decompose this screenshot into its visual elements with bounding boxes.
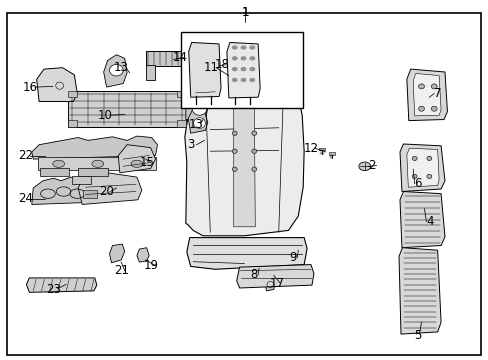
Ellipse shape bbox=[251, 131, 256, 135]
Text: 13: 13 bbox=[189, 118, 203, 131]
Ellipse shape bbox=[193, 118, 205, 129]
Polygon shape bbox=[406, 148, 438, 187]
Text: 1: 1 bbox=[241, 6, 249, 19]
Text: 19: 19 bbox=[144, 259, 159, 272]
Bar bbox=[145, 65, 154, 80]
Text: 18: 18 bbox=[214, 58, 229, 71]
Ellipse shape bbox=[240, 56, 246, 60]
Text: 24: 24 bbox=[18, 192, 33, 205]
Text: 7: 7 bbox=[433, 87, 441, 100]
Ellipse shape bbox=[232, 149, 237, 153]
Polygon shape bbox=[406, 69, 447, 121]
Text: 22: 22 bbox=[18, 149, 33, 162]
Bar bbox=[78, 168, 107, 176]
Ellipse shape bbox=[251, 149, 256, 153]
Bar bbox=[181, 32, 303, 108]
Ellipse shape bbox=[232, 131, 237, 135]
Ellipse shape bbox=[411, 174, 416, 179]
Ellipse shape bbox=[430, 106, 436, 111]
Text: 4: 4 bbox=[426, 215, 433, 228]
Text: 2: 2 bbox=[367, 159, 375, 172]
Ellipse shape bbox=[231, 78, 237, 82]
Polygon shape bbox=[37, 68, 77, 102]
Polygon shape bbox=[233, 86, 255, 227]
Polygon shape bbox=[226, 42, 260, 98]
Polygon shape bbox=[137, 248, 149, 262]
Ellipse shape bbox=[232, 167, 237, 171]
Ellipse shape bbox=[411, 156, 416, 161]
Bar bbox=[83, 190, 97, 198]
Polygon shape bbox=[32, 136, 157, 159]
Text: 16: 16 bbox=[23, 81, 38, 94]
Text: 23: 23 bbox=[46, 283, 61, 296]
Polygon shape bbox=[188, 42, 221, 97]
Ellipse shape bbox=[251, 167, 256, 171]
Polygon shape bbox=[203, 58, 222, 71]
Polygon shape bbox=[399, 192, 444, 248]
Polygon shape bbox=[185, 97, 207, 120]
Ellipse shape bbox=[249, 56, 255, 60]
Bar bbox=[177, 91, 185, 97]
Polygon shape bbox=[412, 73, 440, 116]
Polygon shape bbox=[184, 79, 304, 236]
Polygon shape bbox=[26, 278, 97, 292]
Polygon shape bbox=[103, 55, 127, 87]
Ellipse shape bbox=[231, 67, 237, 71]
Ellipse shape bbox=[430, 84, 436, 89]
Ellipse shape bbox=[249, 67, 255, 71]
Ellipse shape bbox=[418, 106, 424, 111]
Polygon shape bbox=[188, 109, 207, 133]
Text: 21: 21 bbox=[114, 264, 128, 277]
Ellipse shape bbox=[131, 160, 142, 167]
Polygon shape bbox=[398, 248, 440, 334]
Polygon shape bbox=[78, 173, 142, 204]
Bar bbox=[38, 157, 155, 170]
Ellipse shape bbox=[92, 160, 103, 167]
Ellipse shape bbox=[358, 162, 370, 171]
Ellipse shape bbox=[109, 64, 123, 76]
Bar bbox=[68, 91, 77, 97]
Text: 1: 1 bbox=[241, 6, 249, 19]
Ellipse shape bbox=[231, 45, 237, 50]
Polygon shape bbox=[236, 265, 313, 288]
Text: 13: 13 bbox=[114, 61, 128, 74]
Polygon shape bbox=[109, 244, 124, 263]
Text: 20: 20 bbox=[99, 185, 114, 198]
Text: 6: 6 bbox=[413, 177, 421, 190]
Polygon shape bbox=[264, 268, 274, 291]
Ellipse shape bbox=[240, 78, 246, 82]
Text: 8: 8 bbox=[250, 268, 258, 281]
Polygon shape bbox=[186, 238, 306, 269]
Text: 5: 5 bbox=[413, 329, 421, 342]
Ellipse shape bbox=[240, 67, 246, 71]
Bar bbox=[72, 176, 91, 184]
Polygon shape bbox=[32, 177, 96, 204]
Text: 15: 15 bbox=[139, 156, 154, 169]
Bar bbox=[318, 148, 325, 150]
Ellipse shape bbox=[192, 102, 206, 115]
Text: 11: 11 bbox=[203, 61, 218, 74]
Polygon shape bbox=[118, 145, 155, 173]
Text: 3: 3 bbox=[186, 138, 194, 151]
Polygon shape bbox=[399, 144, 444, 192]
Ellipse shape bbox=[231, 56, 237, 60]
Ellipse shape bbox=[249, 45, 255, 50]
Text: 12: 12 bbox=[303, 142, 318, 155]
Bar bbox=[68, 120, 77, 127]
Text: 17: 17 bbox=[269, 277, 284, 290]
Bar bbox=[40, 168, 69, 176]
Ellipse shape bbox=[418, 84, 424, 89]
Ellipse shape bbox=[240, 45, 246, 50]
Bar bbox=[68, 91, 185, 127]
Text: 14: 14 bbox=[172, 51, 187, 64]
Ellipse shape bbox=[249, 78, 255, 82]
Bar bbox=[145, 51, 199, 66]
Ellipse shape bbox=[426, 174, 431, 179]
Bar bbox=[328, 152, 334, 155]
Text: 9: 9 bbox=[289, 251, 297, 264]
Text: 10: 10 bbox=[98, 109, 112, 122]
Bar bbox=[177, 120, 185, 127]
Ellipse shape bbox=[426, 156, 431, 161]
Ellipse shape bbox=[53, 160, 64, 167]
